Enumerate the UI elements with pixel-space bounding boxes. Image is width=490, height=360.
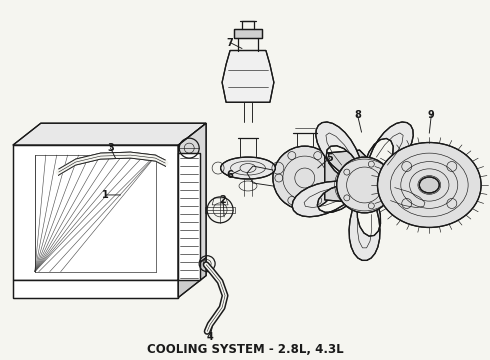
Text: 5: 5 xyxy=(326,153,333,163)
Text: COOLING SYSTEM - 2.8L, 4.3L: COOLING SYSTEM - 2.8L, 4.3L xyxy=(147,343,343,356)
Text: 9: 9 xyxy=(428,110,435,120)
Polygon shape xyxy=(13,145,178,280)
Polygon shape xyxy=(178,258,206,298)
Polygon shape xyxy=(178,123,206,280)
Polygon shape xyxy=(292,181,350,217)
Polygon shape xyxy=(384,179,437,217)
Polygon shape xyxy=(366,122,413,172)
Text: 6: 6 xyxy=(227,170,233,180)
Polygon shape xyxy=(325,150,376,203)
Text: 2: 2 xyxy=(220,195,226,205)
Text: 4: 4 xyxy=(207,332,214,342)
Ellipse shape xyxy=(419,177,439,193)
Text: 7: 7 xyxy=(227,37,233,48)
Polygon shape xyxy=(222,50,274,102)
Polygon shape xyxy=(349,205,381,260)
Polygon shape xyxy=(178,153,200,280)
Polygon shape xyxy=(13,280,178,298)
Text: 3: 3 xyxy=(107,143,114,153)
Circle shape xyxy=(337,157,392,213)
Text: 8: 8 xyxy=(354,110,361,120)
Polygon shape xyxy=(13,123,206,145)
Circle shape xyxy=(273,146,337,210)
Ellipse shape xyxy=(220,157,275,179)
Polygon shape xyxy=(316,122,360,177)
Text: 1: 1 xyxy=(102,190,109,200)
Polygon shape xyxy=(234,28,262,37)
Ellipse shape xyxy=(377,143,481,228)
